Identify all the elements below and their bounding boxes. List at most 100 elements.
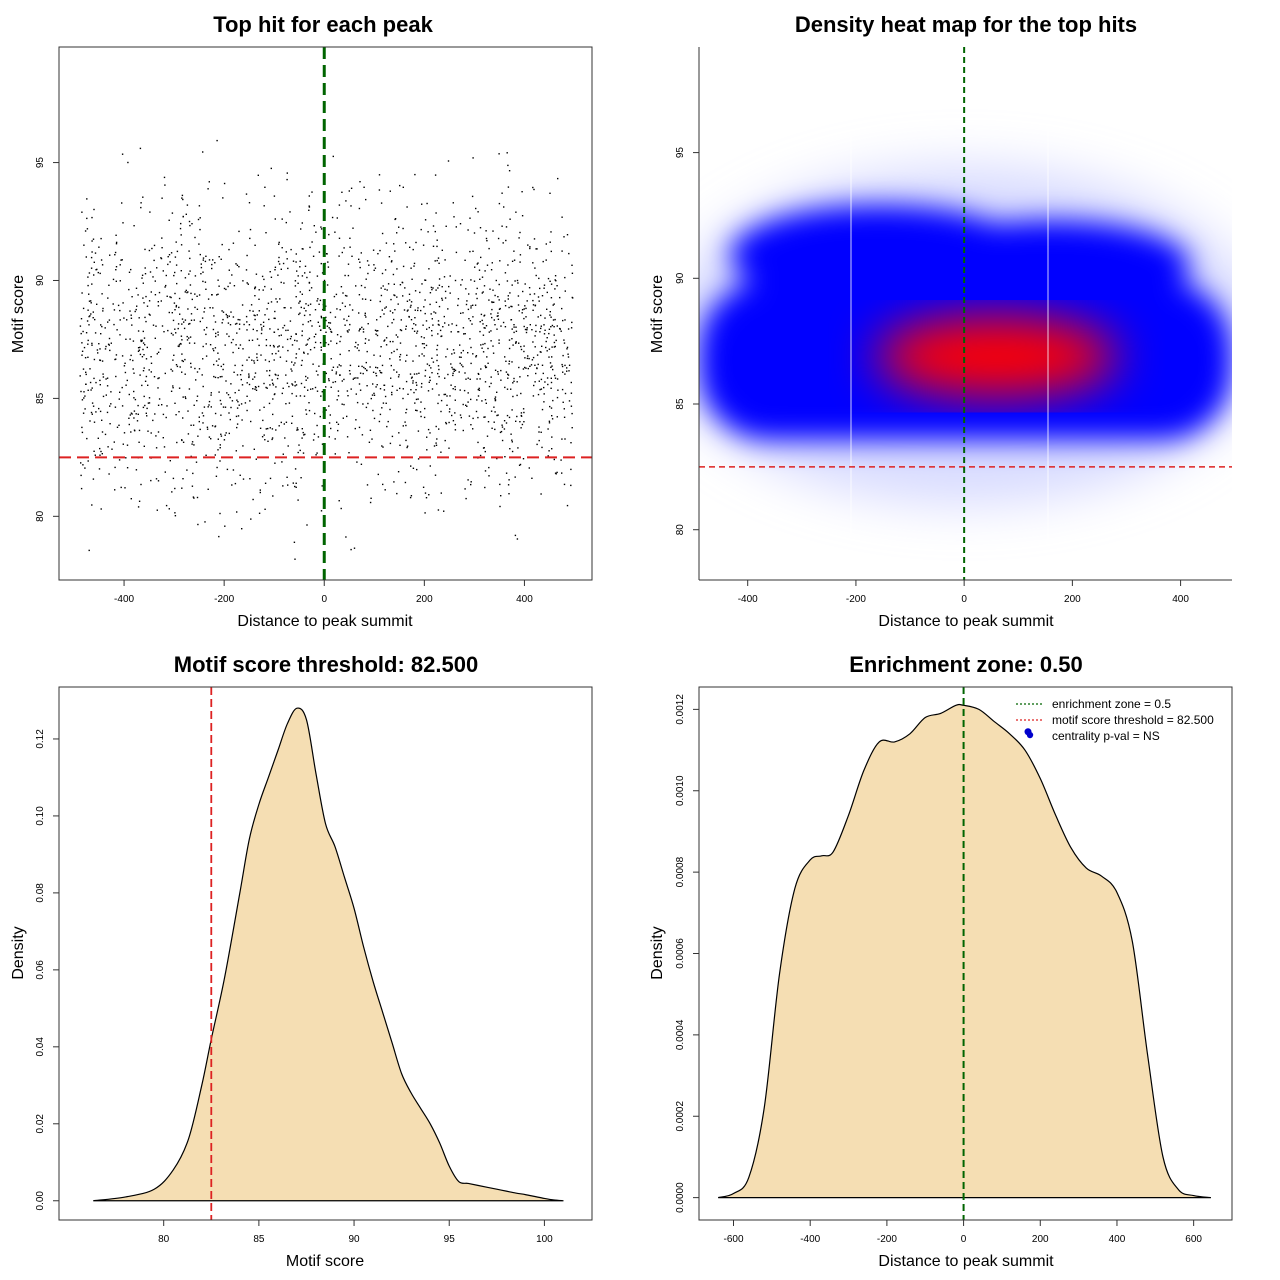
scatter-point	[164, 372, 166, 375]
scatter-point	[280, 268, 282, 270]
scatter-point	[429, 292, 432, 294]
scatter-point	[266, 370, 268, 372]
scatter-point	[155, 435, 157, 437]
scatter-point	[263, 434, 265, 436]
scatter-point	[118, 424, 120, 426]
scatter-point	[505, 371, 508, 373]
scatter-point	[339, 309, 341, 311]
scatter-point	[415, 389, 417, 391]
scatter-point	[175, 414, 177, 416]
scatter-point	[567, 356, 570, 358]
scatter-point	[143, 445, 145, 447]
scatter-point	[482, 351, 485, 353]
scatter-point	[283, 324, 286, 327]
scatter-point	[335, 373, 337, 375]
legend: enrichment zone = 0.5 motif score thresh…	[1016, 697, 1214, 743]
scatter-point	[182, 198, 184, 201]
scatter-point	[254, 386, 257, 388]
scatter-point	[310, 287, 313, 289]
scatter-point	[310, 388, 312, 390]
scatter-point	[342, 292, 344, 294]
scatter-point	[94, 454, 96, 456]
scatter-point	[189, 284, 192, 286]
scatter-point	[160, 257, 162, 259]
scatter-point	[136, 305, 138, 307]
scatter-point	[93, 421, 96, 423]
scatter-point	[336, 334, 339, 336]
scatter-point	[256, 314, 258, 316]
scatter-point	[119, 319, 121, 321]
scatter-point	[164, 286, 166, 288]
scatter-point	[380, 346, 382, 348]
scatter-point	[528, 357, 530, 360]
scatter-point	[470, 346, 472, 349]
scatter-point	[410, 267, 412, 269]
scatter-point	[99, 410, 102, 413]
scatter-point	[552, 399, 554, 402]
scatter-point	[552, 319, 555, 321]
scatter-point	[483, 285, 486, 287]
scatter-point	[130, 498, 132, 500]
scatter-point	[344, 305, 346, 308]
scatter-point	[533, 188, 535, 191]
scatter-point	[334, 381, 337, 383]
scatter-point	[176, 441, 178, 444]
scatter-point	[523, 317, 525, 320]
scatter-point	[338, 364, 340, 366]
scatter-point	[517, 304, 520, 306]
scatter-point	[215, 475, 218, 477]
scatter-point	[180, 222, 182, 225]
scatter-point	[477, 211, 479, 213]
scatter-point	[168, 508, 170, 510]
scatter-point	[519, 261, 521, 263]
scatter-point	[515, 342, 517, 344]
scatter-point	[406, 446, 408, 449]
scatter-point	[399, 356, 401, 358]
scatter-point	[83, 397, 85, 399]
scatter-point	[85, 332, 88, 334]
scatter-point	[81, 350, 84, 352]
scatter-point	[142, 348, 144, 351]
scatter-point	[404, 421, 406, 423]
scatter-point	[470, 362, 472, 365]
scatter-point	[394, 250, 396, 252]
scatter-point	[449, 395, 451, 397]
scatter-point	[167, 329, 169, 332]
scatter-point	[372, 249, 375, 251]
scatter-point	[311, 191, 313, 193]
scatter-point	[405, 380, 408, 383]
scatter-point	[122, 443, 124, 445]
scatter-point	[535, 274, 537, 277]
scatter-point	[425, 344, 428, 347]
scatter-point	[257, 385, 260, 388]
scatter-point	[275, 298, 277, 300]
scatter-point	[114, 251, 117, 254]
scatter-point	[87, 356, 89, 358]
scatter-point	[226, 316, 229, 319]
scatter-point	[313, 433, 316, 435]
scatter-point	[99, 447, 101, 450]
scatter-point	[425, 497, 428, 499]
scatter-point	[299, 449, 301, 452]
scatter-point	[352, 378, 354, 380]
scatter-point	[172, 385, 174, 387]
scatter-point	[455, 251, 458, 254]
scatter-point	[535, 324, 537, 327]
scatter-point	[290, 248, 292, 251]
scatter-point	[175, 264, 178, 266]
scatter-point	[374, 267, 377, 269]
scatter-point	[146, 346, 148, 349]
scatter-point	[241, 384, 244, 386]
scatter-point	[540, 493, 542, 495]
scatter-point	[541, 345, 543, 347]
scatter-point	[278, 243, 280, 245]
scatter-point	[520, 427, 522, 429]
x-tick-label: 400	[1172, 594, 1189, 605]
scatter-point	[329, 414, 331, 416]
scatter-point	[446, 348, 449, 350]
scatter-point	[178, 344, 181, 346]
y-axis-label: Motif score	[649, 275, 666, 353]
scatter-point	[553, 341, 556, 344]
scatter-point	[489, 288, 491, 290]
scatter-point	[262, 289, 264, 291]
